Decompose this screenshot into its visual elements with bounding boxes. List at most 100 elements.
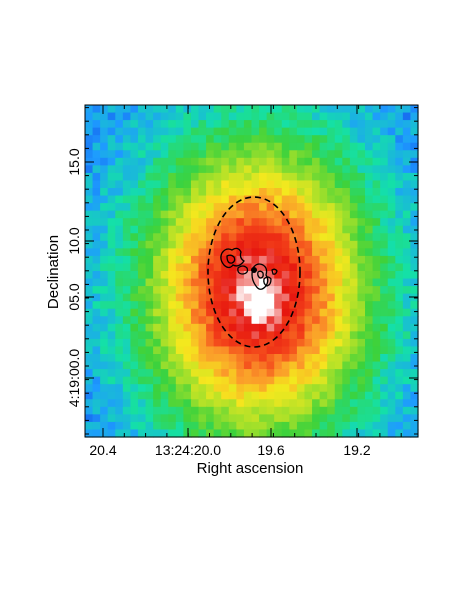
heatmap-cell xyxy=(160,150,169,159)
heatmap-cell xyxy=(296,255,306,265)
heatmap-cell xyxy=(145,127,154,136)
heatmap-cell xyxy=(380,225,389,234)
heatmap-cell xyxy=(395,203,404,212)
heatmap-cell xyxy=(130,301,139,310)
heatmap-cell xyxy=(281,210,290,219)
heatmap-cell xyxy=(228,135,237,144)
heatmap-cell xyxy=(266,361,275,370)
heatmap-cell xyxy=(334,248,343,257)
heatmap-cell xyxy=(221,233,230,242)
heatmap-cell xyxy=(92,406,101,415)
heatmap-cell xyxy=(160,429,169,438)
heatmap-cell xyxy=(334,301,343,310)
heatmap-cell xyxy=(175,391,184,400)
heatmap-cell xyxy=(206,233,215,242)
heatmap-cell xyxy=(168,120,177,129)
heatmap-cell xyxy=(85,331,94,340)
heatmap-cell xyxy=(115,421,124,431)
heatmap-cell xyxy=(357,354,366,363)
heatmap-cell xyxy=(190,354,200,363)
heatmap-cell xyxy=(243,293,253,302)
heatmap-cell xyxy=(130,142,139,151)
heatmap-cell xyxy=(122,376,132,385)
heatmap-cell xyxy=(213,120,222,129)
contour-peak xyxy=(251,267,257,273)
heatmap-cell xyxy=(296,165,306,174)
heatmap-cell xyxy=(259,399,268,408)
y-tick-label: 4:19:00.0 xyxy=(66,349,82,408)
heatmap-cell xyxy=(236,263,245,272)
heatmap-cell xyxy=(236,278,245,287)
heatmap-cell xyxy=(296,361,306,370)
heatmap-cell xyxy=(160,361,169,370)
heatmap-cell xyxy=(372,406,381,415)
heatmap-cell xyxy=(145,376,154,385)
heatmap-cell xyxy=(274,414,283,423)
heatmap-cell xyxy=(236,120,245,129)
heatmap-cell xyxy=(327,172,336,182)
heatmap-cell xyxy=(145,248,154,257)
heatmap-cell xyxy=(92,346,101,355)
heatmap-cell xyxy=(153,414,162,423)
heatmap-cell xyxy=(160,255,169,265)
heatmap-cell xyxy=(122,180,132,189)
heatmap-cell xyxy=(190,338,200,348)
heatmap-cell xyxy=(402,127,412,136)
heatmap-cell xyxy=(334,421,343,431)
heatmap-cell xyxy=(312,338,321,348)
heatmap-cell xyxy=(296,316,306,325)
heatmap-cell xyxy=(228,316,237,325)
heatmap-cell xyxy=(312,120,321,129)
heatmap-cell xyxy=(349,188,359,197)
heatmap-cell xyxy=(213,195,222,204)
heatmap-cell xyxy=(137,248,147,257)
heatmap-cell xyxy=(251,142,260,151)
heatmap-cell xyxy=(402,105,412,114)
heatmap-cell xyxy=(228,369,237,378)
heatmap-cell xyxy=(372,172,381,182)
heatmap-cell xyxy=(107,203,116,212)
heatmap-cell xyxy=(243,135,253,144)
heatmap-cell xyxy=(221,331,230,340)
heatmap-cell xyxy=(236,346,245,355)
heatmap-cell xyxy=(327,429,336,438)
heatmap-cell xyxy=(312,255,321,265)
heatmap-cell xyxy=(304,218,313,227)
heatmap-cell xyxy=(168,240,177,249)
heatmap-cell xyxy=(160,218,169,227)
heatmap-cell xyxy=(115,429,124,438)
heatmap-cell xyxy=(289,414,298,423)
heatmap-cell xyxy=(251,391,260,400)
heatmap-cell xyxy=(342,271,351,280)
heatmap-cell xyxy=(372,255,381,265)
heatmap-cell xyxy=(372,271,381,280)
heatmap-cell xyxy=(160,165,169,174)
heatmap-cell xyxy=(372,105,381,114)
heatmap-cell xyxy=(85,391,94,400)
heatmap-cell xyxy=(243,195,253,204)
heatmap-cell xyxy=(92,354,101,363)
heatmap-cell xyxy=(183,218,192,227)
heatmap-cell xyxy=(349,414,359,423)
heatmap-cell xyxy=(304,399,313,408)
heatmap-cell xyxy=(266,316,275,325)
heatmap-cell xyxy=(100,225,109,234)
heatmap-cell xyxy=(145,271,154,280)
heatmap-cell xyxy=(100,218,109,227)
heatmap-cell xyxy=(259,127,268,136)
heatmap-cell xyxy=(100,399,109,408)
heatmap-cell xyxy=(327,127,336,136)
heatmap-cell xyxy=(213,255,222,265)
y-tick-label: 05.0 xyxy=(66,283,82,310)
heatmap-cell xyxy=(100,338,109,348)
heatmap-cell xyxy=(115,376,124,385)
heatmap-cell xyxy=(85,165,94,174)
heatmap-cell xyxy=(198,142,207,151)
heatmap-cell xyxy=(304,414,313,423)
heatmap-cell xyxy=(115,406,124,415)
heatmap-cell xyxy=(296,271,306,280)
heatmap-cell xyxy=(357,338,366,348)
heatmap-cell xyxy=(266,293,275,302)
heatmap-cell xyxy=(327,271,336,280)
heatmap-cell xyxy=(206,429,215,438)
